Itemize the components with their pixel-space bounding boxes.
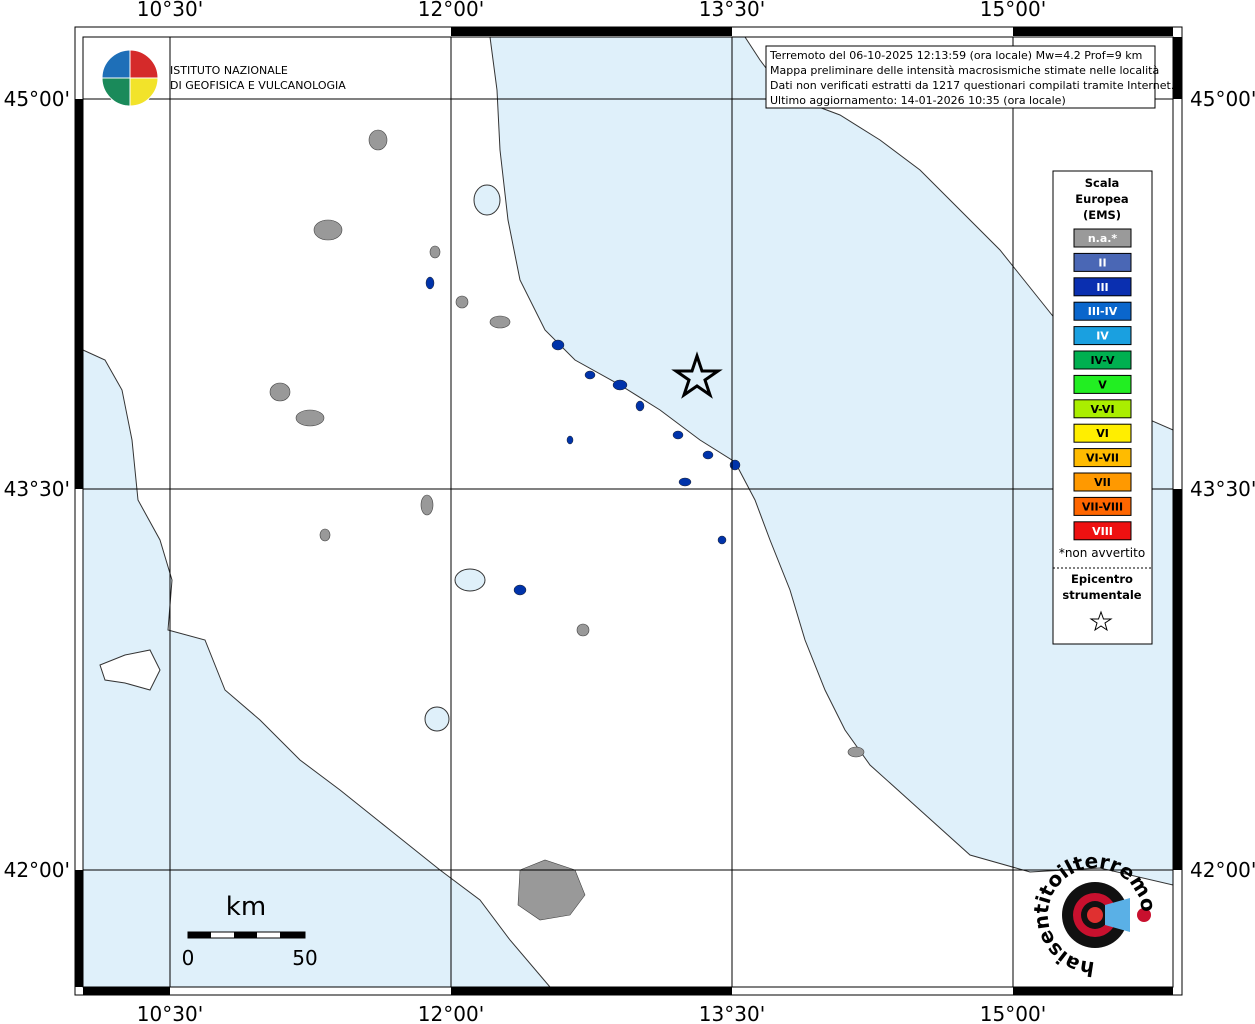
longitude-label: 10°30' <box>137 1002 203 1024</box>
logo-text: ISTITUTO NAZIONALE <box>170 64 288 77</box>
legend-label: IV-V <box>1090 354 1115 367</box>
legend-label: VII <box>1094 476 1111 489</box>
legend-label: VI <box>1096 427 1109 440</box>
locality <box>702 450 714 460</box>
info-line: Dati non verificati estratti da 1217 que… <box>770 79 1174 92</box>
info-line: Terremoto del 06-10-2025 12:13:59 (ora l… <box>769 49 1142 62</box>
elba-island <box>99 649 161 691</box>
scale-label: 0 <box>182 946 195 970</box>
legend-label: VIII <box>1092 525 1113 538</box>
legend-epicenter: Epicentro <box>1071 572 1133 586</box>
latitude-label: 43°30' <box>1190 477 1255 501</box>
longitude-label: 12°00' <box>418 0 484 21</box>
scale-unit: km <box>226 892 266 922</box>
legend-swatch <box>1073 228 1132 248</box>
town <box>295 409 325 427</box>
legend-swatch <box>1073 301 1132 321</box>
legend-swatch <box>1073 326 1132 346</box>
locality <box>678 477 692 487</box>
town <box>319 528 331 542</box>
legend: Scala Europea (EMS) *non avvertito Epice… <box>1052 170 1153 645</box>
town <box>420 494 434 516</box>
map-area <box>82 36 1174 988</box>
legend-label: n.a.* <box>1088 232 1118 245</box>
legend-label: III <box>1096 281 1108 294</box>
longitude-label: 13°30' <box>699 1002 765 1024</box>
legend-title: (EMS) <box>1083 208 1121 222</box>
latitude-label: 42°00' <box>4 858 70 882</box>
locality <box>612 379 628 391</box>
town <box>269 382 291 402</box>
scale-label: 50 <box>292 946 317 970</box>
tyrrhenian-sea <box>82 349 552 988</box>
intensity-areas <box>425 276 741 596</box>
town <box>429 245 441 259</box>
legend-label: II <box>1098 256 1106 269</box>
legend-swatch <box>1073 521 1132 541</box>
legend-swatch <box>1073 472 1132 492</box>
town <box>576 623 590 637</box>
legend-title: Europea <box>1075 192 1128 206</box>
scale-bar: km 0 50 <box>182 892 318 970</box>
legend-swatch <box>1073 374 1132 394</box>
locality <box>672 430 684 440</box>
axis-labels: 10°30' 12°00' 13°30' 15°00' 10°30' 12°00… <box>4 0 1255 1024</box>
info-box: Terremoto del 06-10-2025 12:13:59 (ora l… <box>765 45 1174 109</box>
lake-trasimeno <box>454 568 486 592</box>
longitude-label: 15°00' <box>980 0 1046 21</box>
lake-bolsena <box>424 706 450 732</box>
legend-swatch <box>1073 350 1132 370</box>
legend-swatch <box>1073 277 1132 297</box>
epicenter-star <box>671 351 723 399</box>
info-line: Ultimo aggiornamento: 14-01-2026 10:35 (… <box>770 94 1066 107</box>
towns <box>269 129 865 921</box>
legend-swatch <box>1073 496 1132 516</box>
longitude-label: 13°30' <box>699 0 765 21</box>
legend-label: III-IV <box>1088 305 1118 318</box>
town <box>847 746 865 758</box>
locality <box>551 339 565 351</box>
legend-label: V <box>1098 378 1107 391</box>
legend-label: VII-VIII <box>1082 500 1123 513</box>
town <box>455 295 469 309</box>
logo-text: DI GEOFISICA E VULCANOLOGIA <box>170 79 346 92</box>
town <box>489 315 511 329</box>
legend-title: Scala <box>1085 176 1120 190</box>
locality <box>635 400 645 412</box>
legend-label: V-VI <box>1090 403 1114 416</box>
longitude-label: 10°30' <box>137 0 203 21</box>
longitude-label: 12°00' <box>418 1002 484 1024</box>
latitude-label: 45°00' <box>4 87 70 111</box>
latitude-label: 42°00' <box>1190 858 1255 882</box>
town <box>368 129 388 151</box>
locality <box>425 276 435 290</box>
locality <box>717 535 727 545</box>
legend-swatch <box>1073 399 1132 419</box>
legend-swatch <box>1073 448 1132 468</box>
legend-swatch <box>1073 252 1132 272</box>
lagoon <box>473 184 501 216</box>
latitude-label: 45°00' <box>1190 87 1255 111</box>
town <box>517 859 586 921</box>
locality <box>566 435 574 445</box>
latitude-label: 43°30' <box>4 477 70 501</box>
legend-epicenter: strumentale <box>1062 588 1141 602</box>
legend-label: IV <box>1096 330 1109 343</box>
map-frame <box>74 26 1183 996</box>
locality <box>513 584 527 596</box>
legend-note: *non avvertito <box>1059 546 1145 560</box>
town <box>313 219 343 241</box>
legend-label: VI-VII <box>1086 452 1119 465</box>
locality <box>584 370 596 380</box>
ingv-logo: ISTITUTO NAZIONALE DI GEOFISICA E VULCAN… <box>101 49 346 107</box>
info-line: Mappa preliminare delle intensità macros… <box>770 64 1159 77</box>
legend-swatch <box>1073 423 1132 443</box>
longitude-label: 15°00' <box>980 1002 1046 1024</box>
